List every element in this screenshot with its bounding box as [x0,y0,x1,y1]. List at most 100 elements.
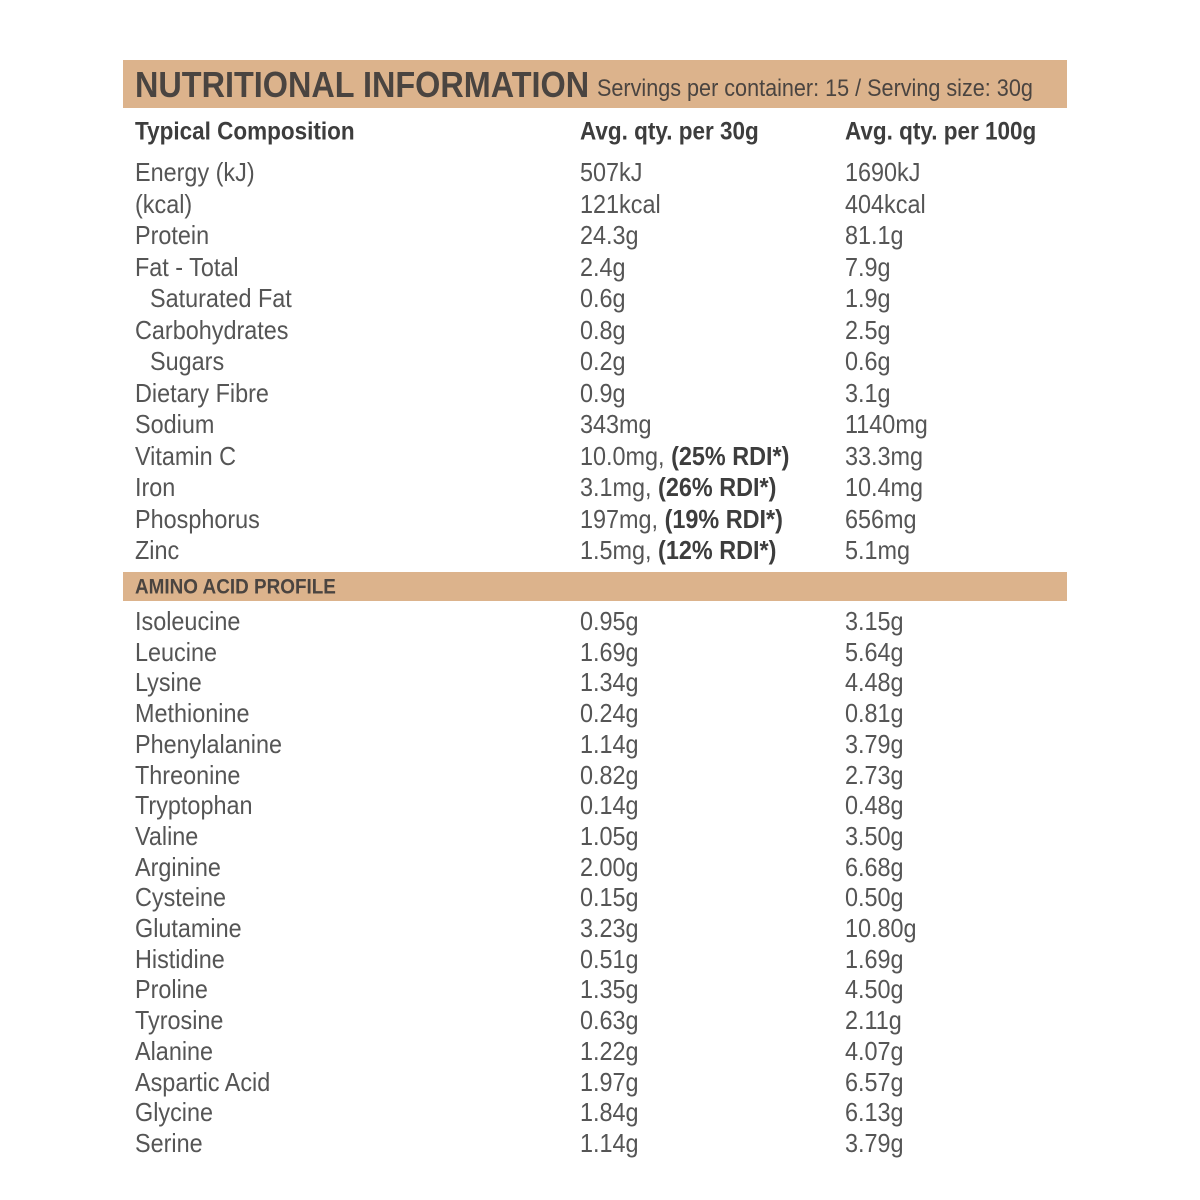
row-name: Isoleucine [135,606,241,636]
per-100g: 2.73g [845,759,904,790]
per-100g: 6.13g [845,1097,904,1128]
per-30g: 1.14g [580,1127,639,1158]
row-name: Carbohydrates [135,314,289,345]
rdi: (26% RDI*) [658,472,777,502]
per-100g: 3.15g [845,606,904,636]
per-30g: 1.97g [580,1066,639,1097]
per-100g: 10.80g [845,913,917,943]
per-100g: 5.1mg [845,535,911,565]
per-30g: 1.34g [580,667,639,698]
per-30g: 0.82g [580,759,639,790]
per-100g: 0.50g [845,882,904,913]
per-100g: 3.79g [845,728,904,759]
per-100g: 7.9g [845,251,891,282]
per-100g: 1.9g [845,283,891,313]
row-name: Serine [135,1127,203,1158]
per-30g: 10.0mg, (25% RDI*) [580,443,789,469]
row-name: Protein [135,220,210,250]
per-100g: 1140mg [845,409,928,439]
per-30g: 24.3g [580,220,639,250]
per-100g: 6.68g [845,851,904,882]
per-100g: 81.1g [845,220,904,250]
row-name: Histidine [135,943,225,974]
header-bar [123,60,1067,108]
row-name: Leucine [135,636,217,667]
row-name: (kcal) [135,188,193,219]
row-name: Fat - Total [135,251,239,282]
per-30g: 0.15g [580,882,639,913]
row-name: Tryptophan [135,790,253,821]
per-30g: 0.8g [580,314,626,345]
row-name: Proline [135,974,208,1005]
per-30g: 0.6g [580,283,626,313]
section-bar [123,572,1067,601]
per-30g: 0.14g [580,790,639,821]
subtitle: Servings per container: 15 / Serving siz… [597,75,1033,102]
per-30g: 0.24g [580,698,639,729]
row-name: Sodium [135,409,215,439]
column-header: Avg. qty. per 30g [580,117,759,146]
row-name: Energy (kJ) [135,157,255,187]
row-name: Vitamin C [135,440,237,471]
rdi: (12% RDI*) [658,535,777,565]
row-name: Phosphorus [135,503,260,534]
per-30g-value: 3.1mg, [580,472,652,502]
per-30g: 1.35g [580,974,639,1005]
per-30g: 2.4g [580,251,626,282]
per-100g: 0.6g [845,346,891,376]
per-100g: 2.5g [845,314,891,345]
per-100g: 10.4mg [845,472,924,502]
per-100g: 656mg [845,503,917,534]
row-name: Alanine [135,1035,214,1066]
per-30g: 1.22g [580,1035,639,1066]
per-100g: 6.57g [845,1066,904,1097]
per-30g: 0.95g [580,606,639,636]
row-name: Saturated Fat [150,283,292,313]
row-name: Sugars [150,346,225,376]
rdi: (19% RDI*) [664,503,783,534]
per-30g: 343mg [580,409,652,439]
per-100g: 0.81g [845,698,904,729]
row-name: Iron [135,472,176,502]
per-100g: 0.48g [845,790,904,821]
per-100g: 33.3mg [845,440,924,471]
per-30g: 1.05g [580,820,639,851]
per-100g: 404kcal [845,188,926,219]
row-name: Phenylalanine [135,728,283,759]
row-name: Methionine [135,698,250,729]
row-name: Dietary Fibre [135,377,269,408]
per-100g: 3.79g [845,1127,904,1158]
per-100g: 4.48g [845,667,904,698]
row-name: Zinc [135,535,180,565]
per-30g: 0.2g [580,346,626,376]
per-100g: 3.50g [845,820,904,851]
row-name: Tyrosine [135,1005,224,1036]
per-30g: 0.63g [580,1005,639,1036]
row-name: Valine [135,820,199,851]
per-30g: 507kJ [580,157,643,187]
per-100g: 3.1g [845,377,891,408]
title: NUTRITIONAL INFORMATION [135,64,590,105]
row-name: Glycine [135,1097,214,1128]
per-100g: 2.11g [845,1005,902,1036]
row-name: Glutamine [135,913,242,943]
per-100g: 1690kJ [845,157,921,187]
per-30g: 121kcal [580,188,661,219]
per-30g: 0.51g [580,943,639,974]
per-30g: 1.14g [580,728,639,759]
per-30g-value: 10.0mg, [580,440,665,471]
rdi: (25% RDI*) [671,440,790,471]
per-30g: 1.5mg, (12% RDI*) [580,537,776,563]
per-30g: 3.1mg, (26% RDI*) [580,474,776,500]
row-name: Aspartic Acid [135,1066,271,1097]
section-title: AMINO ACID PROFILE [135,575,336,599]
column-header: Typical Composition [135,117,355,146]
column-header: Avg. qty. per 100g [845,117,1037,146]
row-name: Arginine [135,851,221,882]
per-30g-value: 1.5mg, [580,535,652,565]
per-30g-value: 197mg, [580,503,659,534]
per-30g: 1.69g [580,636,639,667]
per-30g: 197mg, (19% RDI*) [580,506,783,532]
per-100g: 5.64g [845,636,904,667]
